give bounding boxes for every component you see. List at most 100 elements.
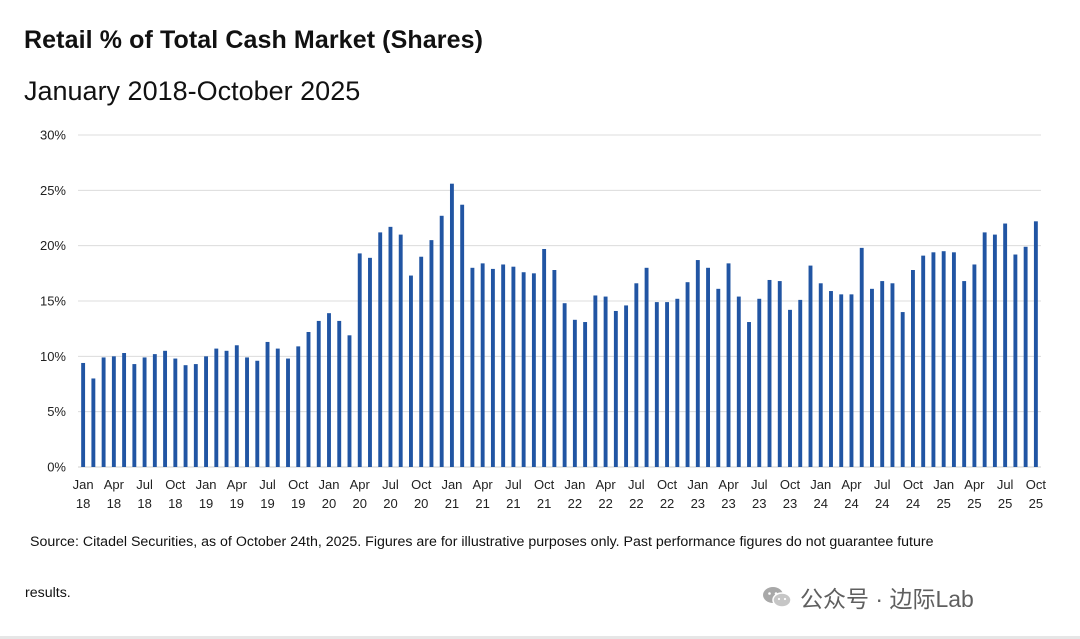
bar bbox=[132, 364, 137, 467]
bar bbox=[142, 357, 147, 467]
x-tick-label: Apr 19 bbox=[227, 477, 248, 511]
bar bbox=[808, 265, 813, 467]
bar bbox=[347, 335, 352, 467]
source-note-continued: results. bbox=[25, 585, 71, 601]
chart-subtitle: January 2018-October 2025 bbox=[24, 76, 361, 106]
x-tick-label: Jul 18 bbox=[136, 477, 153, 511]
bar bbox=[470, 267, 475, 467]
bar bbox=[490, 268, 495, 467]
bar bbox=[951, 252, 956, 467]
bar bbox=[1013, 254, 1018, 467]
bar bbox=[531, 273, 536, 467]
bar bbox=[757, 298, 762, 467]
x-tick-label: Jan 18 bbox=[73, 477, 94, 511]
bar bbox=[921, 255, 926, 467]
bar bbox=[152, 354, 157, 467]
bar bbox=[193, 364, 198, 467]
bar bbox=[716, 288, 721, 467]
bar bbox=[173, 358, 178, 467]
bar bbox=[654, 302, 659, 467]
x-tick-label: Apr 18 bbox=[104, 477, 125, 511]
bar bbox=[316, 320, 321, 467]
bar bbox=[521, 272, 526, 467]
bar bbox=[972, 264, 977, 467]
divider bbox=[0, 636, 1080, 639]
y-tick-label: 25% bbox=[40, 183, 66, 198]
bar bbox=[511, 266, 516, 467]
bar bbox=[214, 348, 219, 467]
bar bbox=[255, 360, 260, 467]
bar bbox=[911, 270, 915, 467]
bar bbox=[593, 295, 598, 467]
bar bbox=[306, 331, 311, 467]
bar bbox=[122, 353, 127, 467]
y-tick-label: 5% bbox=[47, 404, 66, 419]
bar bbox=[163, 350, 168, 467]
bar bbox=[572, 319, 577, 467]
x-tick-label: Jul 22 bbox=[628, 477, 645, 511]
bar bbox=[788, 309, 792, 467]
bar bbox=[931, 252, 936, 467]
x-tick-label: Oct 24 bbox=[903, 477, 924, 511]
bar bbox=[1003, 223, 1008, 467]
x-tick-label: Apr 24 bbox=[841, 477, 862, 511]
bar bbox=[829, 291, 833, 467]
x-tick-label: Apr 25 bbox=[964, 477, 985, 511]
y-tick-label: 15% bbox=[40, 294, 66, 309]
bar bbox=[378, 232, 383, 467]
bar bbox=[409, 275, 413, 467]
watermark-text: 公众号 · 边际Lab bbox=[800, 586, 974, 612]
bar bbox=[1023, 246, 1028, 467]
bar bbox=[695, 260, 700, 467]
bar bbox=[552, 270, 557, 467]
bar-chart: 0% 5% 10% 15% 20% 25% 30% Jan 18 Apr 18 Jul 18 Oct 18… bbox=[40, 128, 1047, 512]
x-tick-label: Oct 25 bbox=[1026, 477, 1047, 511]
bar bbox=[439, 215, 444, 467]
bar bbox=[81, 362, 86, 467]
bar bbox=[388, 226, 393, 467]
bar bbox=[91, 378, 96, 467]
x-tick-label: Apr 20 bbox=[350, 477, 371, 511]
bar bbox=[624, 305, 629, 467]
gridlines bbox=[78, 134, 1041, 468]
bar bbox=[798, 299, 803, 467]
source-note: Source: Citadel Securities, as of Octobe… bbox=[30, 534, 934, 550]
x-tick-label: Jul 19 bbox=[259, 477, 276, 511]
x-axis-ticks: Jan 18 Apr 18 Jul 18 Oct 18 Jan 19 Apr 19 Jul 19 Oct 19… bbox=[73, 477, 1047, 511]
bar bbox=[767, 279, 772, 467]
x-tick-label: Oct 18 bbox=[165, 477, 186, 511]
bar bbox=[941, 251, 946, 467]
y-tick-label: 0% bbox=[47, 460, 66, 475]
x-tick-label: Jul 20 bbox=[382, 477, 399, 511]
bar bbox=[501, 264, 506, 467]
bar bbox=[880, 281, 885, 467]
bar bbox=[982, 232, 987, 467]
bar bbox=[542, 248, 547, 467]
bar bbox=[419, 256, 424, 467]
bar bbox=[706, 267, 710, 467]
bar bbox=[777, 281, 782, 467]
bar bbox=[449, 183, 454, 467]
bar bbox=[183, 365, 188, 467]
bar bbox=[900, 312, 905, 467]
bar bbox=[818, 283, 823, 467]
bar bbox=[480, 263, 485, 467]
x-tick-label: Jan 22 bbox=[564, 477, 585, 511]
x-tick-label: Oct 20 bbox=[411, 477, 432, 511]
x-tick-label: Jul 24 bbox=[874, 477, 891, 511]
bar bbox=[962, 281, 967, 467]
bar bbox=[429, 240, 434, 467]
bar bbox=[613, 310, 618, 467]
x-tick-label: Jan 21 bbox=[441, 477, 462, 511]
bar bbox=[296, 346, 301, 467]
bar bbox=[603, 296, 608, 467]
bar bbox=[234, 345, 239, 467]
bar bbox=[245, 357, 249, 467]
bar bbox=[859, 247, 864, 467]
x-tick-label: Apr 21 bbox=[473, 477, 494, 511]
y-tick-label: 30% bbox=[40, 128, 66, 143]
x-tick-label: Oct 23 bbox=[780, 477, 801, 511]
bar bbox=[111, 356, 116, 467]
x-tick-label: Jan 19 bbox=[196, 477, 217, 511]
bar bbox=[747, 322, 751, 467]
